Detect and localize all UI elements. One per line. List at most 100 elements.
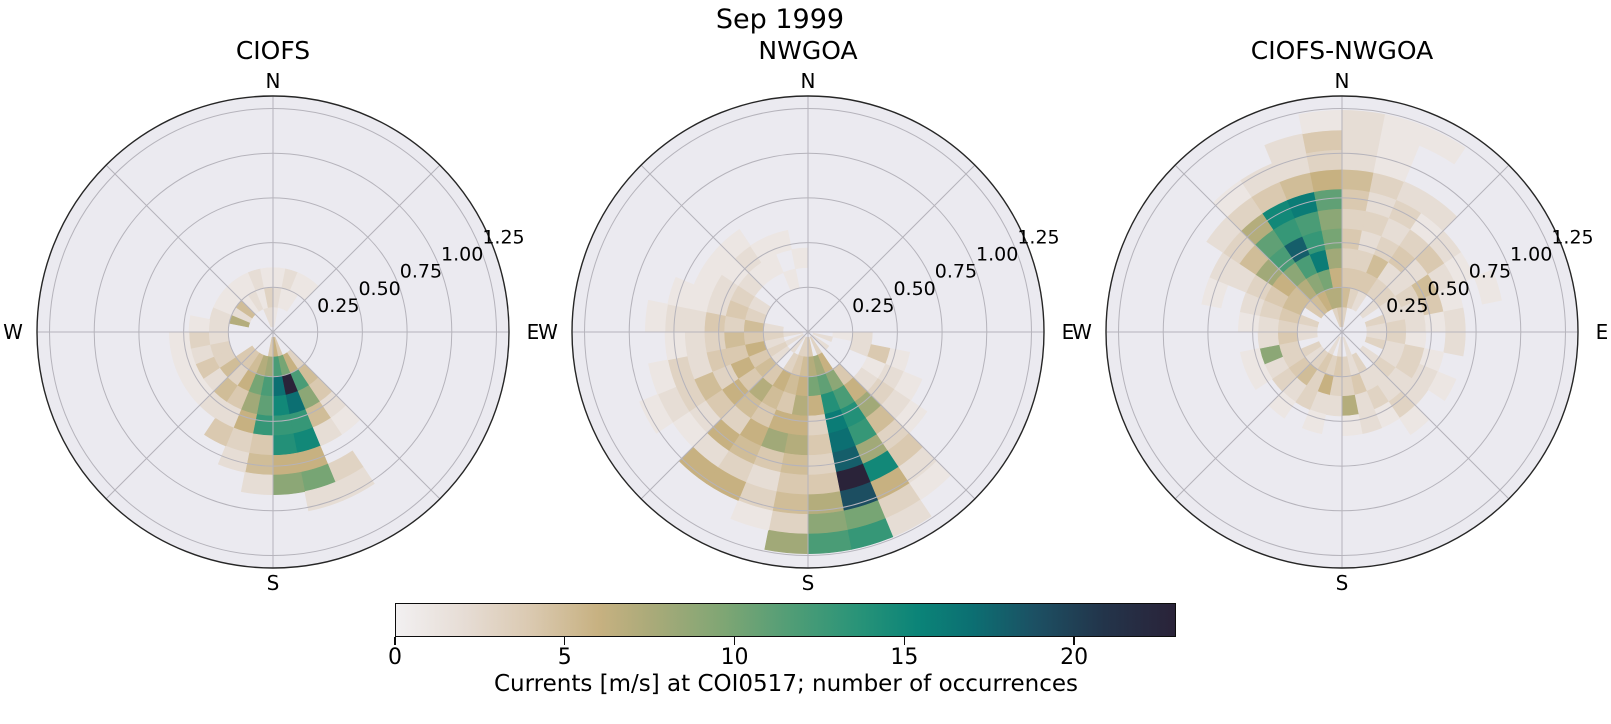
north-label: N: [1335, 69, 1350, 93]
radial-tick-label: 0.75: [400, 261, 442, 283]
panel-title-ciofs: CIOFS: [235, 36, 311, 65]
histogram-cells-layer: [1201, 110, 1502, 436]
angular-gridline: [807, 331, 976, 500]
histogram-cell: [783, 433, 809, 456]
angular-gridline: [105, 331, 274, 500]
radial-tick-label: 0.75: [1469, 261, 1511, 283]
histogram-cell: [807, 414, 829, 436]
colorbar-tick-mark: [394, 637, 396, 645]
panel-title-ciofs-nwgoa: CIOFS-NWGOA: [1250, 36, 1434, 65]
histogram-cell: [169, 331, 191, 353]
histogram-cell: [1341, 169, 1375, 193]
histogram-cell: [1341, 414, 1363, 436]
histogram-cell: [720, 229, 751, 260]
histogram-cell: [730, 500, 773, 531]
histogram-cell: [648, 359, 677, 395]
polar-chart-ciofs-nwgoa: 0.250.500.751.001.25 N E S W: [1072, 69, 1608, 595]
colorbar-tick-label: 0: [388, 645, 402, 670]
radial-tick-label: 0.25: [317, 295, 359, 317]
radial-tick-label: 0.50: [893, 278, 935, 300]
south-label: S: [802, 571, 815, 595]
colorbar-tick-label: 20: [1060, 645, 1089, 670]
histogram-cell: [684, 331, 707, 357]
compass-labels: N E S W: [1072, 69, 1608, 595]
radial-tick-label: 1.00: [441, 244, 483, 266]
east-label: E: [1596, 320, 1609, 344]
histogram-cell: [304, 481, 344, 512]
angular-gridline: [105, 164, 274, 333]
angular-gridline: [272, 331, 441, 500]
histogram-cell: [217, 445, 250, 473]
radial-tick-labels: 0.250.500.751.001.25: [852, 227, 1059, 317]
south-label: S: [1336, 571, 1349, 595]
colorbar-tick-mark: [733, 637, 736, 645]
histogram-cell: [1399, 404, 1430, 435]
histogram-cell: [1321, 228, 1343, 250]
histogram-cell: [1302, 129, 1343, 154]
radial-tick-label: 1.25: [1017, 227, 1059, 249]
histogram-cell: [807, 529, 852, 554]
histogram-cell: [272, 433, 298, 456]
radial-tick-labels: 0.250.500.751.001.25: [317, 227, 524, 317]
polar-spine: [1105, 95, 1579, 569]
histogram-cell: [807, 433, 833, 456]
colorbar-tick-label: 10: [720, 645, 749, 670]
histogram-cell: [807, 510, 848, 535]
polar-grid-layer: [572, 96, 1044, 568]
angular-gridline: [1174, 331, 1343, 500]
west-label: W: [1072, 320, 1092, 344]
east-label: E: [1062, 320, 1075, 344]
radial-tick-label: 1.25: [482, 227, 524, 249]
histogram-cell: [704, 331, 726, 353]
radial-tick-label: 1.00: [1510, 244, 1552, 266]
compass-labels: N E S W: [3, 69, 539, 595]
colorbar-label: Currents [m/s] at COI0517; number of occ…: [493, 671, 1079, 697]
histogram-cell: [767, 229, 792, 255]
colorbar-gradient: [395, 603, 1176, 637]
histogram-cell: [248, 433, 274, 456]
histogram-cell: [1301, 409, 1326, 435]
polar-grid-layer: [37, 96, 509, 568]
histogram-cell: [188, 315, 211, 333]
histogram-cell: [684, 307, 707, 333]
north-label: N: [266, 69, 281, 93]
radial-tick-label: 1.25: [1551, 227, 1593, 249]
histogram-cell: [1239, 348, 1265, 373]
east-label: E: [527, 320, 540, 344]
histogram-cell: [1341, 110, 1386, 135]
polar-grid-layer: [1106, 96, 1578, 568]
histogram-cell: [1418, 126, 1466, 165]
histogram-cell: [764, 529, 809, 554]
radial-tick-label: 0.75: [935, 261, 977, 283]
polar-chart-nwgoa: 0.250.500.751.001.25 N E S W: [538, 69, 1074, 595]
compass-labels: N E S W: [538, 69, 1074, 595]
histogram-cell: [1443, 331, 1466, 357]
panel-title-nwgoa: NWGOA: [758, 36, 858, 65]
polar-chart-ciofs: 0.250.500.751.001.25 N E S W: [3, 69, 539, 595]
histogram-cell: [1309, 169, 1343, 193]
radial-tick-label: 0.25: [1386, 295, 1428, 317]
histogram-cell: [667, 276, 695, 309]
histogram-cell: [639, 393, 674, 434]
angular-gridline: [640, 331, 809, 500]
colorbar-tick-mark: [564, 637, 566, 645]
radial-tick-label: 0.50: [1427, 278, 1469, 300]
histogram-cell: [775, 471, 809, 495]
histogram-cell: [1473, 269, 1502, 305]
histogram-cell: [1341, 208, 1367, 231]
histogram-cell: [1317, 208, 1343, 231]
histogram-cell: [272, 471, 306, 495]
figure-title: Sep 1999: [715, 4, 845, 35]
radial-tick-label: 1.00: [976, 244, 1018, 266]
histogram-cell: [1298, 110, 1343, 135]
colorbar-tick-mark: [1073, 637, 1075, 645]
west-label: W: [538, 320, 558, 344]
south-label: S: [267, 571, 280, 595]
colorbar-tick-mark: [903, 637, 906, 645]
colorbar-tick-label: 5: [557, 645, 572, 670]
radial-tick-labels: 0.250.500.751.001.25: [1386, 227, 1593, 317]
histogram-cell: [204, 417, 234, 447]
histogram-cell: [812, 332, 833, 342]
histogram-cell: [807, 471, 841, 495]
